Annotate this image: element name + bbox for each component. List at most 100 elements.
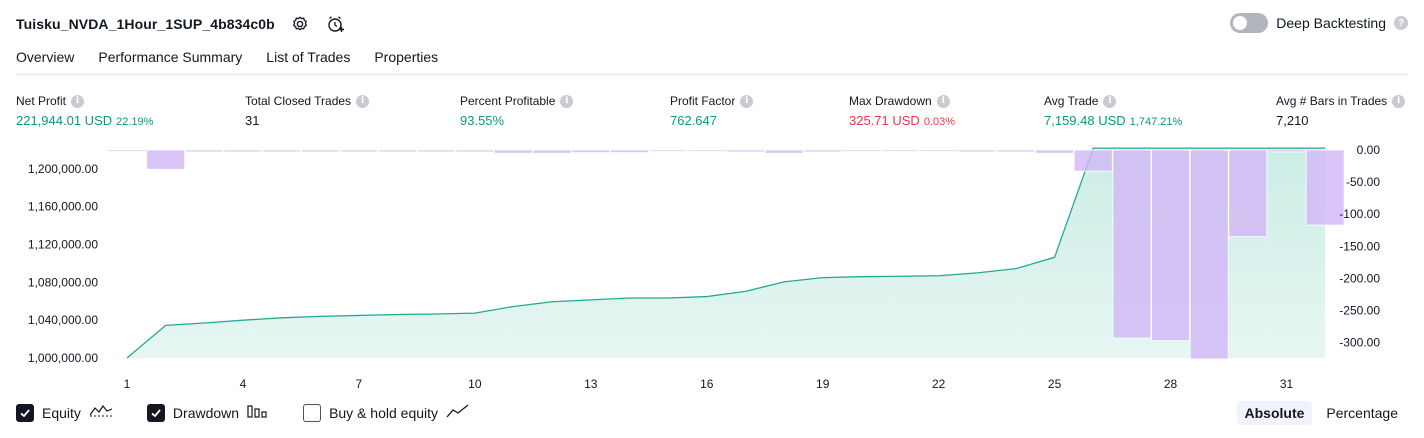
- drawdown-bar: [571, 149, 611, 153]
- info-icon[interactable]: i: [71, 94, 85, 108]
- metric-max-drawdown: Max Drawdown i 325.71 USD 0.03%: [849, 93, 955, 128]
- metrics-row: Net Profit i 221,944.01 USD 22.19% Total C…: [0, 93, 1424, 133]
- drawdown-bar: [996, 149, 1036, 153]
- y-right-tick-label: 0.00: [1357, 143, 1381, 157]
- drawdown-bar: [1189, 149, 1229, 360]
- legend-equity[interactable]: Equity: [16, 403, 113, 422]
- info-icon[interactable]: i: [1392, 94, 1406, 108]
- drawdown-bars-icon: [247, 403, 269, 422]
- info-icon[interactable]: i: [936, 94, 950, 108]
- drawdown-checkbox[interactable]: [146, 403, 165, 422]
- y-left-tick-label: 1,080,000.00: [28, 275, 98, 289]
- drawdown-bar: [300, 149, 340, 153]
- metric-label: Avg # Bars in Trades: [1276, 94, 1388, 108]
- drawdown-bar: [494, 149, 533, 154]
- drawdown-bar: [919, 149, 959, 152]
- y-right-tick-label: -50.00: [1346, 175, 1380, 189]
- legend-drawdown[interactable]: Drawdown: [146, 403, 269, 422]
- drawdown-bar: [648, 149, 688, 152]
- y-left-tick-label: 1,120,000.00: [28, 238, 98, 252]
- percentage-button[interactable]: Percentage: [1326, 405, 1398, 421]
- legend-buy-hold[interactable]: Buy & hold equity: [303, 403, 470, 422]
- info-icon[interactable]: i: [356, 94, 370, 108]
- metric-profit-factor: Profit Factor i 762.647: [670, 93, 754, 128]
- metric-label: Net Profit: [16, 94, 67, 108]
- deep-backtesting-label: Deep Backtesting: [1276, 15, 1386, 31]
- metric-value: 7,159.48 USD: [1044, 113, 1126, 128]
- metric-label: Percent Profitable: [460, 94, 556, 108]
- drawdown-bar: [1305, 149, 1345, 226]
- info-icon[interactable]: i: [740, 94, 754, 108]
- metric-percent: 1,747.21%: [1129, 116, 1183, 128]
- x-tick-label: 13: [584, 377, 598, 391]
- metric-label: Avg Trade: [1044, 94, 1099, 108]
- drawdown-bar: [803, 149, 843, 153]
- tabs-divider: [16, 73, 1408, 76]
- metric-label: Total Closed Trades: [245, 94, 352, 108]
- x-tick-label: 4: [240, 377, 247, 391]
- metric-value: 7,210: [1276, 113, 1309, 128]
- metric-label: Max Drawdown: [849, 94, 932, 108]
- metric-avg-trade: Avg Trade i 7,159.48 USD 1,747.21%: [1044, 93, 1182, 128]
- buy-hold-checkbox[interactable]: [303, 403, 322, 422]
- metric-value: 93.55%: [460, 113, 505, 128]
- chart-svg: 1,200,000.00 1,160,000.00 1,120,000.00 1,08…: [28, 143, 1381, 391]
- equity-area: [127, 148, 1326, 358]
- equity-drawdown-chart[interactable]: 1,200,000.00 1,160,000.00 1,120,000.00 1,08…: [0, 140, 1424, 395]
- drawdown-bar: [223, 149, 263, 153]
- info-icon[interactable]: i: [560, 94, 574, 108]
- x-tick-label: 16: [700, 377, 714, 391]
- drawdown-bar: [957, 149, 997, 153]
- metric-avg-bars: Avg # Bars in Trades i 7,210: [1276, 93, 1406, 128]
- tab-performance-summary[interactable]: Performance Summary: [98, 49, 243, 65]
- y-left-tick-label: 1,000,000.00: [28, 351, 98, 365]
- legend-buy-hold-label: Buy & hold equity: [329, 404, 439, 421]
- drawdown-bar: [1228, 149, 1268, 238]
- equity-line: [126, 147, 1326, 359]
- y-right-tick-label: -300.00: [1339, 336, 1380, 350]
- equity-checkbox[interactable]: [16, 403, 34, 422]
- y-right-tick-label: -100.00: [1339, 207, 1380, 221]
- buy-hold-line-icon: [446, 403, 470, 422]
- drawdown-bar: [532, 149, 572, 154]
- x-tick-label: 10: [468, 377, 482, 391]
- metric-total-closed-trades: Total Closed Trades i 31: [245, 93, 370, 128]
- metric-value: 221,944.01 USD: [16, 113, 113, 128]
- x-tick-label: 1: [124, 377, 131, 391]
- chart-legend: Equity Drawdown Buy & hold equity: [16, 403, 470, 422]
- x-tick-label: 25: [1048, 377, 1062, 391]
- metric-value: 762.647: [670, 113, 717, 128]
- help-icon[interactable]: ?: [1394, 16, 1408, 30]
- drawdown-bar: [1151, 149, 1190, 341]
- drawdown-bar: [107, 149, 147, 152]
- drawdown-bar: [880, 149, 920, 152]
- info-icon[interactable]: i: [1103, 94, 1117, 108]
- legend-drawdown-label: Drawdown: [172, 404, 240, 421]
- drawdown-bar: [146, 149, 186, 170]
- report-tabs: Overview Performance Summary List of Tra…: [16, 46, 438, 76]
- drawdown-bar: [1267, 149, 1306, 153]
- strategy-header: Tuisku_NVDA_1Hour_1SUP_4b834c0b: [16, 12, 347, 36]
- metric-percent: 0.03%: [923, 116, 956, 128]
- deep-backtesting: Deep Backtesting ?: [1230, 13, 1408, 33]
- metric-value: 31: [245, 113, 260, 128]
- drawdown-bar: [764, 149, 804, 154]
- add-alert-icon[interactable]: [325, 13, 347, 35]
- metric-label: Profit Factor: [670, 94, 736, 108]
- absolute-button[interactable]: Absolute: [1236, 401, 1313, 425]
- x-tick-label: 19: [816, 377, 830, 391]
- deep-backtesting-toggle[interactable]: [1230, 13, 1269, 33]
- drawdown-bar: [726, 149, 765, 153]
- tab-list-of-trades[interactable]: List of Trades: [266, 49, 351, 65]
- tab-overview[interactable]: Overview: [16, 46, 75, 76]
- equity-line-icon: [89, 403, 113, 422]
- drawdown-bar: [841, 149, 881, 152]
- drawdown-bar: [455, 149, 495, 153]
- y-right-tick-label: -150.00: [1339, 239, 1380, 253]
- drawdown-bar: [687, 149, 727, 152]
- tab-properties[interactable]: Properties: [374, 49, 439, 65]
- metric-percent-profitable: Percent Profitable i 93.55%: [460, 93, 574, 128]
- drawdown-bar: [1112, 149, 1152, 339]
- gear-icon[interactable]: [289, 13, 311, 35]
- drawdown-bar: [1035, 149, 1074, 154]
